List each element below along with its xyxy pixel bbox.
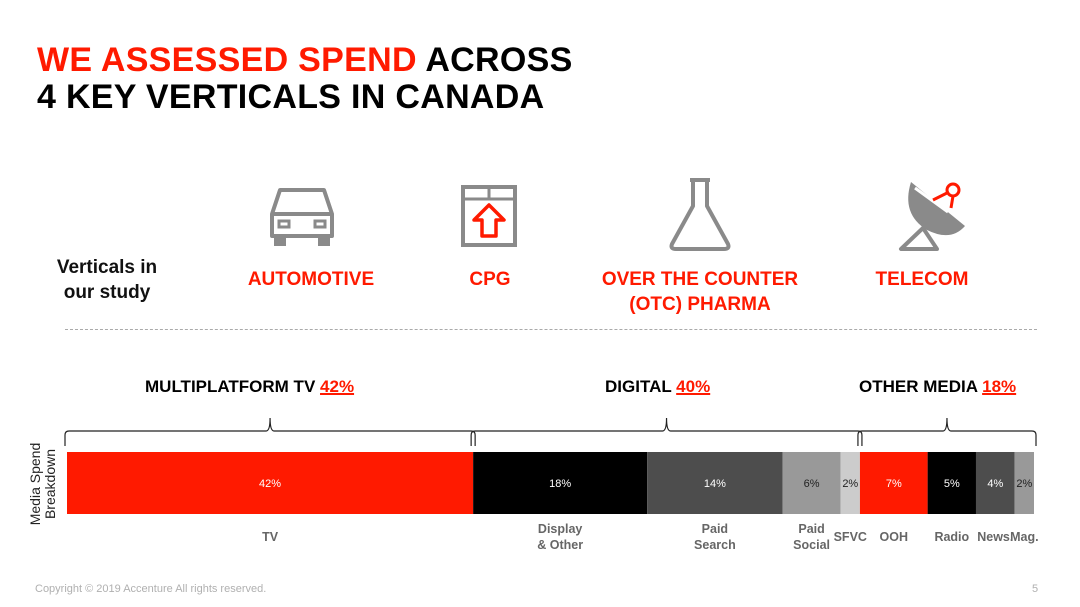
bar-segment-3 [782,452,841,514]
dashed-divider [65,329,1037,330]
segment-category-label: Social [793,538,830,552]
bar-value-label: 6% [804,478,820,490]
bar-value-label: 7% [886,478,902,490]
bar-value-label: 42% [259,478,281,490]
title-line-2: 4 KEY VERTICALS IN CANADA [37,78,545,116]
segment-category-label: Display [538,522,583,536]
bar-segment-2 [647,452,783,514]
bar-segment-0 [67,452,474,514]
bar-value-label: 4% [987,478,1003,490]
category-multiplatform-tv: MULTIPLATFORM TV 42% [145,377,354,397]
segment-category-label: & Other [537,538,583,552]
group-braces [64,417,1037,446]
verticals-label: Verticals in our study [56,257,158,303]
bar-segment-1 [473,452,648,514]
segment-category-label: Search [694,538,736,552]
segment-category-label: Paid [798,522,824,536]
bar-value-label: 2% [842,478,858,490]
vertical-cpg: CPG [469,269,511,290]
segment-category-labels: TV Display & Other Paid Search Paid Social SFVC… [262,522,1038,552]
page-number: 5 [1032,583,1039,595]
category-other-media: OTHER MEDIA 18% [859,377,1016,397]
category-digital: DIGITAL 40% [605,377,710,397]
bar-value-label: 18% [549,478,571,490]
segment-category-label: Mag. [1010,530,1038,544]
group-brace [470,417,863,446]
bar-segment-4 [840,452,860,514]
segment-category-label: News. [977,530,1013,544]
category-pct: 42% [320,377,355,396]
slide-title: WE ASSESSED SPEND ACROSS 4 KEY VERTICALS… [37,42,573,116]
vertical-telecom: TELECOM [875,269,969,290]
bar-segment-5 [859,452,928,514]
bar-segment-8 [1014,452,1034,514]
bar-value-labels: 42% 18% 14% 6% 2% 7% 5% 4% 2% [259,478,1032,490]
category-label: MULTIPLATFORM TV [145,377,316,396]
car-icon [266,184,338,253]
bar-value-label: 5% [944,478,960,490]
title-highlight: WE ASSESSED SPEND [37,41,417,79]
box-arrow-icon [460,184,518,253]
category-label: OTHER MEDIA [859,377,978,396]
title-line-1: WE ASSESSED SPEND ACROSS [37,42,573,79]
bar-value-label: 2% [1016,478,1032,490]
segment-category-label: TV [262,530,279,544]
category-pct: 18% [982,377,1017,396]
group-brace [857,417,1037,446]
satellite-dish-icon [893,178,971,257]
vertical-otc-pharma: OVER THE COUNTER (OTC) PHARMA [601,269,799,315]
segment-category-label: Paid [702,522,728,536]
segment-category-label: OOH [880,530,908,544]
segment-category-label: Radio [934,530,969,544]
flask-icon [668,178,732,257]
category-label: DIGITAL [605,377,672,396]
stacked-bar [67,452,1034,514]
copyright-footer: Copyright © 2019 Accenture All rights re… [35,583,267,595]
category-pct: 40% [676,377,711,396]
group-brace [64,417,476,446]
bar-segment-6 [927,452,976,514]
title-rest: ACROSS [416,41,573,79]
bar-value-label: 14% [704,478,726,490]
segment-category-label: SFVC [834,530,867,544]
bar-segment-7 [975,452,1015,514]
vertical-automotive: AUTOMOTIVE [247,269,375,290]
